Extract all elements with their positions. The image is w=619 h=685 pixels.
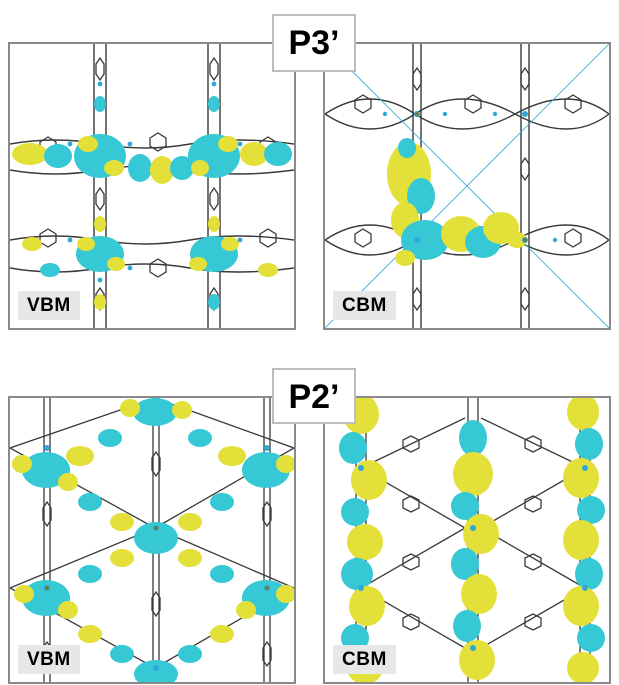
- vbm-label: VBM: [18, 645, 80, 674]
- p2-vbm-panel: VBM: [8, 396, 296, 684]
- p2-cbm-orbital-plot: [339, 398, 605, 682]
- p2-vbm-orbital-plot: [10, 398, 294, 682]
- section-title-p2: P2’: [272, 368, 356, 424]
- p3-cbm-panel: CBM: [323, 42, 611, 330]
- cbm-label: CBM: [333, 645, 396, 674]
- vbm-label: VBM: [18, 291, 80, 320]
- section-title-p3: P3’: [272, 14, 356, 72]
- p3-vbm-panel: VBM: [8, 42, 296, 330]
- p3-cbm-orbital-plot: [325, 44, 609, 328]
- p3-vbm-orbital-plot: [10, 44, 294, 328]
- cbm-label: CBM: [333, 291, 396, 320]
- p2-cbm-panel: CBM: [323, 396, 611, 684]
